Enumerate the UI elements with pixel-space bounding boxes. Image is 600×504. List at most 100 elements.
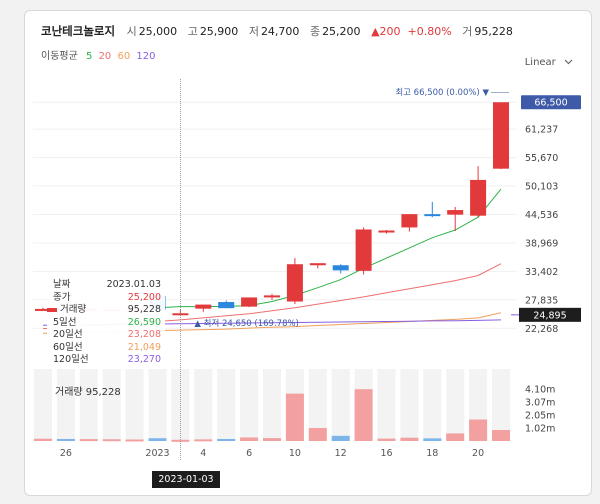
ma-legend-5: 5 [86,51,93,62]
price-tick-label: 27,835 [525,295,558,306]
tooltip-row: 20일선 23,208 [47,329,165,342]
volume-bar [423,438,442,441]
chevron-down-icon [559,57,573,68]
tooltip-value: 23,208 [127,329,161,340]
price-tick-label: 33,402 [525,267,558,278]
volume-bar [492,430,510,441]
tooltip-value: 23,270 [127,354,161,365]
candle-body [264,295,280,298]
ma-legend-60: 60 [117,51,131,62]
volume-column-bg [34,369,52,441]
tooltip-row: 120일선 23,270 [47,354,165,367]
volume-bar [194,439,213,442]
candle-body [286,264,303,302]
tooltip-row: 날짜 2023.01.03 [47,279,165,292]
volume-column-bg [194,369,213,441]
scale-dropdown[interactable]: Linear [525,57,573,68]
tooltip-key: 5일선 [53,316,77,328]
volume-column-bg [102,369,121,441]
stock-name: 코난테크놀로지 [41,24,116,38]
tooltip-key: 120일선 [53,354,89,365]
candle-body [378,230,395,233]
volume-column-bg [148,369,167,441]
candle-body [241,297,258,307]
x-tick-label: 18 [426,448,438,459]
tooltip-value: 95,228 [127,304,161,315]
low-marker: ▲ 최저 24,650 (169.78%) [194,318,298,329]
volume-column-bg [400,369,419,441]
price-tick-label: 66,500 [534,98,567,109]
volume-column-bg [125,369,144,441]
tooltip-key: 거래량 [47,304,86,317]
volume-column-bg [240,369,259,441]
high-price-badge [521,95,581,110]
crosshair-tooltip: 날짜 2023.01.03 종가 25,200 거래량 95,228 5일선 26,590 20… [47,279,165,367]
price-chart[interactable]: 최고 66,500 (0.00%) ▼ ▲ 최저 24,650 (169.78%)… [25,11,591,495]
x-tick-label: 20 [472,448,484,459]
volume-column-bg [56,369,75,441]
x-tick-label: 2023 [145,448,169,459]
price-tick-label: 50,103 [525,182,558,193]
change-percent: +0.80% [407,25,452,38]
tooltip-value: 26,590 [127,316,161,328]
candle-body [195,304,212,309]
price-tick-label: 61,237 [525,125,558,136]
crosshair-date-label: 2023-01-03 [152,471,220,488]
volume-column-bg [377,369,396,441]
candle-icon [47,308,57,313]
candle-body [401,214,418,228]
volume-tick-label: 3.07m [525,398,555,409]
volume-bar [446,433,465,441]
candle-body [172,313,189,316]
ma-legend-20: 20 [98,51,112,62]
price-tick-label: 38,969 [525,238,558,249]
volume-value: 95,228 [474,25,513,38]
volume-bar [377,438,396,441]
close-value: 25,200 [322,25,361,38]
candle-body [447,210,464,215]
volume-bar [240,437,259,441]
candle-body [493,102,509,169]
ma-line-5 [157,188,502,309]
volume-bar [171,439,190,442]
volume-column-bg [446,369,465,441]
moving-average-legend: 이동평균 5 20 60 120 [41,47,161,62]
candle-body [309,263,326,266]
price-tick-label: 22,268 [525,324,558,335]
candle-body [470,179,487,216]
volume-bar [285,393,304,441]
candle-body [35,308,51,311]
volume-column-bg [263,369,281,441]
volume-bar [263,438,281,441]
ma-legend-120: 120 [136,51,156,62]
volume-column-bg [308,369,327,441]
volume-pane-label: 거래량 95,228 [55,387,121,398]
tooltip-value: 21,049 [127,341,161,353]
tooltip-value: 25,200 [127,291,161,303]
tooltip-key: 20일선 [53,329,83,340]
candle-body [332,265,349,271]
x-tick-label: 4 [200,448,206,459]
volume-bar [217,438,236,441]
low-label: 저 [248,25,259,38]
volume-column-bg [492,369,510,441]
volume-column-bg [423,369,442,441]
volume-bar [102,439,121,442]
tooltip-row: 거래량 95,228 [47,304,165,317]
price-tick-label: 55,670 [525,153,558,164]
ma-legend-label: 이동평균 [41,51,78,62]
volume-bar [331,435,350,441]
volume-label: 거 [462,25,473,38]
x-tick-label: 6 [246,448,252,459]
tooltip-row: 60일선 21,049 [47,342,165,355]
tooltip-row: 5일선 26,590 [47,317,165,330]
volume-bar [56,438,75,441]
candle-body [218,302,235,309]
volume-bar [354,389,373,441]
change-value: ▲200 [371,25,401,38]
last-price-label: 24,895 [533,310,566,321]
volume-column-bg [331,369,350,441]
volume-bar [469,419,488,441]
volume-bar [125,439,144,442]
volume-tick-label: 2.05m [525,411,555,422]
